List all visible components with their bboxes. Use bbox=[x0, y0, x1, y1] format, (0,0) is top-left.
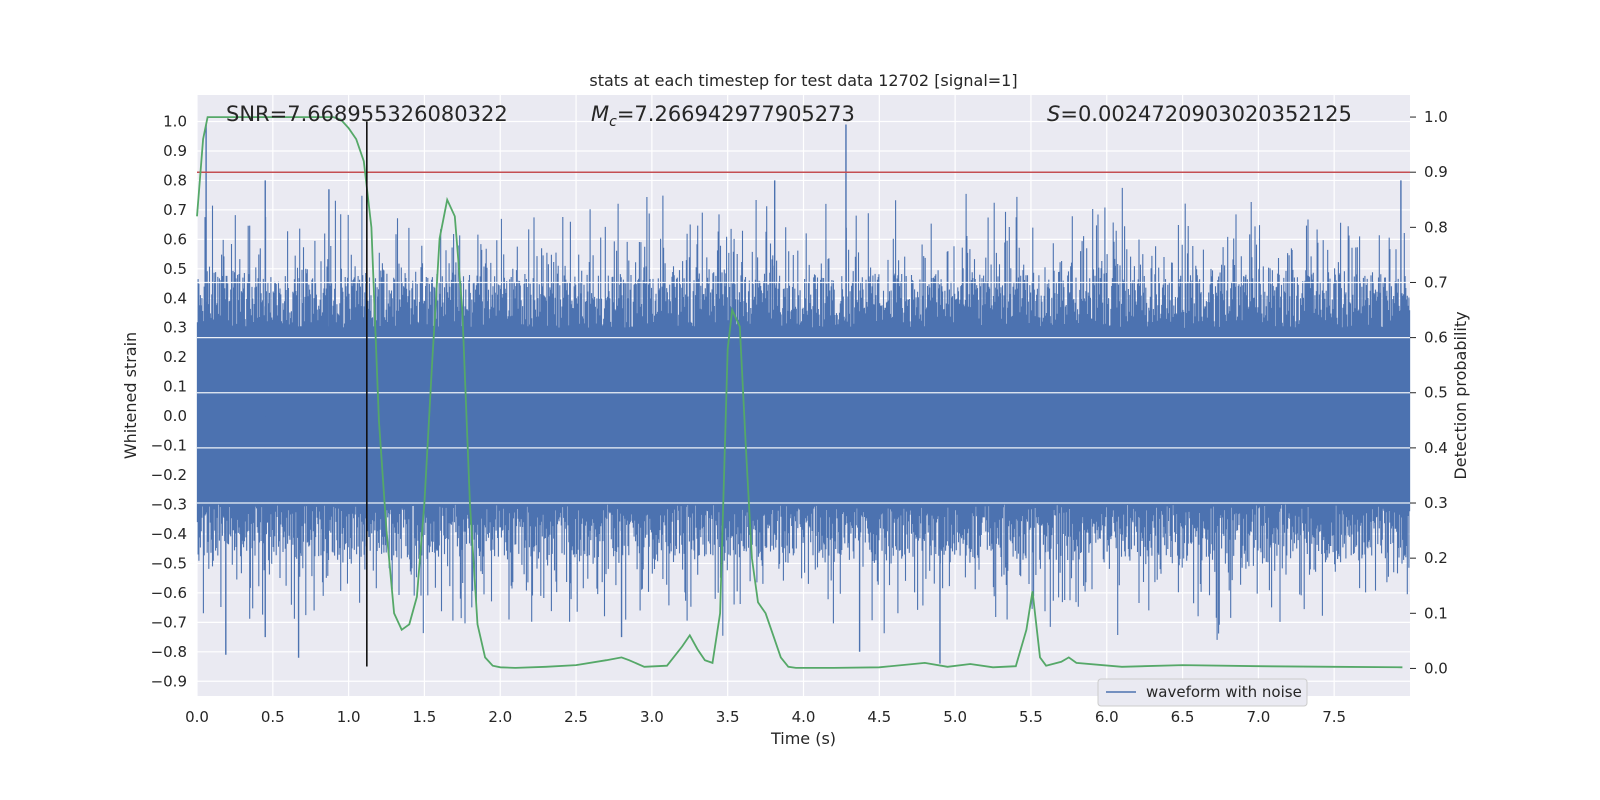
y-tick-label: 0.2 bbox=[163, 348, 187, 366]
detection-probability-line bbox=[196, 116, 1403, 669]
y-tick-label: −0.4 bbox=[151, 525, 187, 543]
legend-box bbox=[1097, 678, 1308, 707]
y-tick-label: −0.5 bbox=[151, 554, 187, 572]
y-tick-label: −0.8 bbox=[151, 643, 187, 661]
x-tick-label: 7.0 bbox=[1246, 708, 1270, 726]
y-tick-label: −0.7 bbox=[151, 613, 187, 631]
y-tick-label: −0.3 bbox=[151, 496, 187, 514]
legend-label: waveform with noise bbox=[1146, 683, 1302, 701]
x-tick-label: 3.0 bbox=[640, 708, 664, 726]
right-y-tick-label: 0.7 bbox=[1424, 273, 1448, 291]
y-tick-label: 0.8 bbox=[163, 171, 187, 189]
right-y-tick-label: 0.6 bbox=[1424, 329, 1448, 347]
right-y-tick-labels: 1.0 0.9 0.8 0.7 0.6 0.5 0.4 0.3 0.2 0.1 0.0 bbox=[1410, 108, 1448, 677]
s-value: =0.0024720903020352125 bbox=[1060, 102, 1352, 126]
chirp-mass-subscript: c bbox=[609, 114, 617, 130]
right-y-tick-label: 0.9 bbox=[1424, 163, 1448, 181]
y-tick-labels: 1.0 0.9 0.8 0.7 0.6 0.5 0.4 0.3 0.2 0.1 0.0 −0.1 −0.… bbox=[151, 113, 187, 691]
right-y-tick-label: 0.8 bbox=[1424, 218, 1448, 236]
x-tick-label: 0.5 bbox=[261, 708, 285, 726]
y-tick-label: −0.9 bbox=[151, 672, 187, 690]
chirp-mass-annotation: Mc=7.266942977905273 bbox=[591, 102, 855, 130]
right-y-tick-label: 0.4 bbox=[1424, 439, 1448, 457]
s-symbol: S bbox=[1047, 102, 1060, 126]
x-tick-label: 2.5 bbox=[564, 708, 588, 726]
s-annotation: S=0.0024720903020352125 bbox=[1047, 102, 1352, 126]
x-tick-labels: 0.0 0.5 1.0 1.5 2.0 2.5 3.0 3.5 4.0 4.5 5.0 5.5 6.0 6… bbox=[185, 708, 1346, 726]
x-tick-label: 1.0 bbox=[337, 708, 361, 726]
x-tick-label: 2.0 bbox=[488, 708, 512, 726]
x-tick-label: 4.5 bbox=[867, 708, 891, 726]
x-tick-label: 6.5 bbox=[1171, 708, 1195, 726]
y-tick-label: 1.0 bbox=[163, 113, 187, 131]
snr-annotation: SNR=7.668955326080322 bbox=[226, 102, 508, 126]
y-axis-label: Whitened strain bbox=[121, 332, 140, 459]
right-y-tick-label: 0.3 bbox=[1424, 494, 1448, 512]
x-tick-label: 4.0 bbox=[792, 708, 816, 726]
right-y-tick-label: 0.5 bbox=[1424, 384, 1448, 402]
y-tick-label: 0.6 bbox=[163, 230, 187, 248]
y-tick-label: 0.1 bbox=[163, 378, 187, 396]
y-tick-label: 0.9 bbox=[163, 142, 187, 160]
y-tick-label: −0.6 bbox=[151, 584, 187, 602]
y-tick-label: 0.3 bbox=[163, 319, 187, 337]
x-tick-label: 5.0 bbox=[943, 708, 967, 726]
x-tick-label: 5.5 bbox=[1019, 708, 1043, 726]
overlay-lines bbox=[196, 116, 1410, 669]
x-axis-label: Time (s) bbox=[770, 729, 836, 748]
y-tick-label: 0.7 bbox=[163, 201, 187, 219]
x-tick-label: 7.5 bbox=[1322, 708, 1346, 726]
right-y-tick-label: 1.0 bbox=[1424, 108, 1448, 126]
y-tick-label: −0.2 bbox=[151, 466, 187, 484]
right-y-tick-label: 0.0 bbox=[1424, 659, 1448, 677]
legend: waveform with noise bbox=[1097, 678, 1308, 707]
right-y-axis-label: Detection probability bbox=[1451, 311, 1470, 479]
x-tick-label: 6.0 bbox=[1095, 708, 1119, 726]
right-y-tick-label: 0.2 bbox=[1424, 549, 1448, 567]
y-tick-label: −0.1 bbox=[151, 437, 187, 455]
waveform-core bbox=[197, 336, 1410, 496]
x-tick-label: 3.5 bbox=[716, 708, 740, 726]
y-tick-label: 0.0 bbox=[163, 407, 187, 425]
waveform-series bbox=[196, 124, 1411, 664]
y-tick-label: 0.5 bbox=[163, 260, 187, 278]
y-tick-label: 0.4 bbox=[163, 289, 187, 307]
chart-title: stats at each timestep for test data 127… bbox=[589, 71, 1017, 90]
right-y-tick-label: 0.1 bbox=[1424, 604, 1448, 622]
x-tick-label: 0.0 bbox=[185, 708, 209, 726]
x-tick-label: 1.5 bbox=[413, 708, 437, 726]
chirp-mass-value: =7.266942977905273 bbox=[617, 102, 855, 126]
chirp-mass-symbol: M bbox=[591, 102, 609, 126]
